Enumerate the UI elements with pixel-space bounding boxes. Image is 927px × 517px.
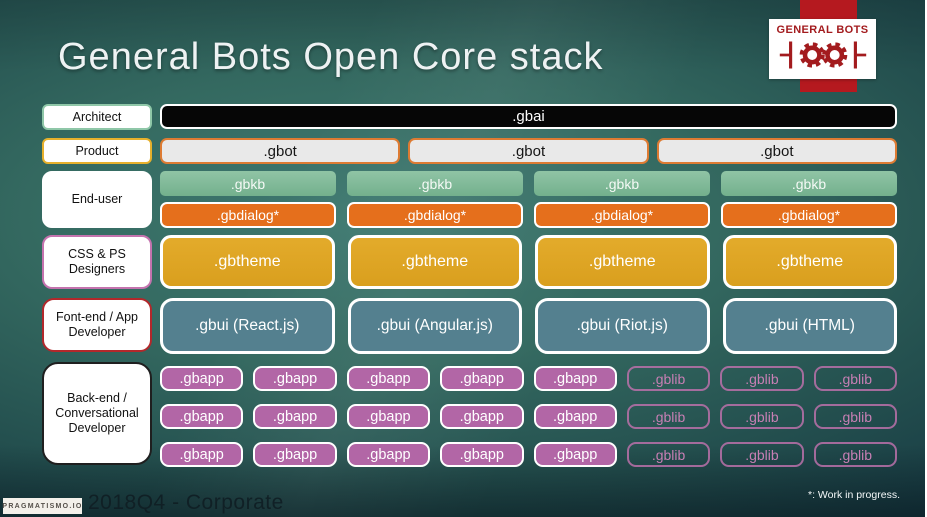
gbui-riot-block: .gbui (Riot.js) bbox=[535, 298, 710, 354]
gbdialog-block: .gbdialog* bbox=[721, 202, 897, 228]
gbtheme-block: .gbtheme bbox=[722, 235, 897, 289]
backend-row-3: .gbapp .gbapp .gbapp .gbapp .gbapp .gbli… bbox=[160, 442, 897, 467]
layer-gbai-row: .gbai bbox=[160, 104, 897, 129]
footer-date-text: 2018Q4 - Corporate bbox=[88, 491, 284, 514]
gbot-block: .gbot bbox=[656, 138, 897, 164]
gbapp-block: .gbapp bbox=[253, 366, 337, 391]
two-gears-icon bbox=[779, 41, 866, 69]
gbapp-block: .gbapp bbox=[533, 404, 617, 429]
gblib-block: .gblib bbox=[626, 442, 711, 467]
gbapp-block: .gbapp bbox=[440, 404, 524, 429]
layer-gbdialog-row: .gbdialog* .gbdialog* .gbdialog* .gbdial… bbox=[160, 202, 897, 228]
gbapp-block: .gbapp bbox=[346, 404, 431, 429]
gblib-block: .gblib bbox=[720, 442, 804, 467]
gblib-block: .gblib bbox=[626, 404, 711, 429]
layer-gbot-row: .gbot .gbot .gbot bbox=[160, 138, 897, 164]
gbkb-block: .gbkb bbox=[534, 171, 710, 196]
gblib-block: .gblib bbox=[720, 366, 804, 391]
gbapp-block: .gbapp bbox=[160, 404, 244, 429]
gbui-angular-block: .gbui (Angular.js) bbox=[347, 298, 522, 354]
gbkb-block: .gbkb bbox=[721, 171, 897, 196]
gblib-block: .gblib bbox=[813, 366, 897, 391]
layer-gbtheme-row: .gbtheme .gbtheme .gbtheme .gbtheme bbox=[160, 235, 897, 289]
gbkb-block: .gbkb bbox=[160, 171, 336, 196]
gbapp-block: .gbapp bbox=[533, 366, 617, 391]
gbapp-block: .gbapp bbox=[160, 442, 244, 467]
logo-wordmark: GENERAL BOTS bbox=[776, 24, 869, 36]
role-label-backend-conversational-developer: Back-end / Conversational Developer bbox=[42, 362, 152, 465]
gblib-block: .gblib bbox=[813, 404, 897, 429]
gbui-react-block: .gbui (React.js) bbox=[160, 298, 335, 354]
slide-right-edge bbox=[925, 0, 927, 517]
gbapp-block: .gbapp bbox=[346, 366, 431, 391]
backend-row-1: .gbapp .gbapp .gbapp .gbapp .gbapp .gbli… bbox=[160, 366, 897, 391]
gbdialog-block: .gbdialog* bbox=[160, 202, 336, 228]
gbtheme-block: .gbtheme bbox=[347, 235, 522, 289]
backend-row-2: .gbapp .gbapp .gbapp .gbapp .gbapp .gbli… bbox=[160, 404, 897, 429]
gblib-block: .gblib bbox=[813, 442, 897, 467]
role-label-product: Product bbox=[42, 138, 152, 164]
gbtheme-block: .gbtheme bbox=[160, 235, 335, 289]
gbapp-block: .gbapp bbox=[346, 442, 431, 467]
gbot-block: .gbot bbox=[408, 138, 649, 164]
gbdialog-block: .gbdialog* bbox=[534, 202, 710, 228]
gbapp-block: .gbapp bbox=[440, 366, 524, 391]
layer-gbui-row: .gbui (React.js) .gbui (Angular.js) .gbu… bbox=[160, 298, 897, 354]
gblib-block: .gblib bbox=[626, 366, 711, 391]
page-title: General Bots Open Core stack bbox=[58, 36, 604, 78]
gbapp-block: .gbapp bbox=[533, 442, 617, 467]
gbapp-block: .gbapp bbox=[440, 442, 524, 467]
footer-wip-note: *: Work in progress. bbox=[807, 489, 900, 501]
role-label-architect: Architect bbox=[42, 104, 152, 130]
gbui-html-block: .gbui (HTML) bbox=[722, 298, 897, 354]
role-label-frontend-app-developer: Font-end / App Developer bbox=[42, 298, 152, 352]
gbai-block: .gbai bbox=[160, 104, 897, 129]
role-label-end-user: End-user bbox=[42, 171, 152, 228]
pragmatismo-brand-badge: PRAGMATISMO.IO bbox=[2, 498, 82, 514]
gbdialog-block: .gbdialog* bbox=[347, 202, 523, 228]
role-label-css-ps-designers: CSS & PS Designers bbox=[42, 235, 152, 289]
gblib-block: .gblib bbox=[720, 404, 804, 429]
general-bots-logo: GENERAL BOTS bbox=[769, 19, 876, 79]
gbtheme-block: .gbtheme bbox=[535, 235, 710, 289]
gbapp-block: .gbapp bbox=[253, 442, 337, 467]
gbapp-block: .gbapp bbox=[253, 404, 337, 429]
layer-gbkb-row: .gbkb .gbkb .gbkb .gbkb bbox=[160, 171, 897, 196]
gbkb-block: .gbkb bbox=[347, 171, 523, 196]
gbot-block: .gbot bbox=[160, 138, 401, 164]
gbapp-block: .gbapp bbox=[160, 366, 244, 391]
